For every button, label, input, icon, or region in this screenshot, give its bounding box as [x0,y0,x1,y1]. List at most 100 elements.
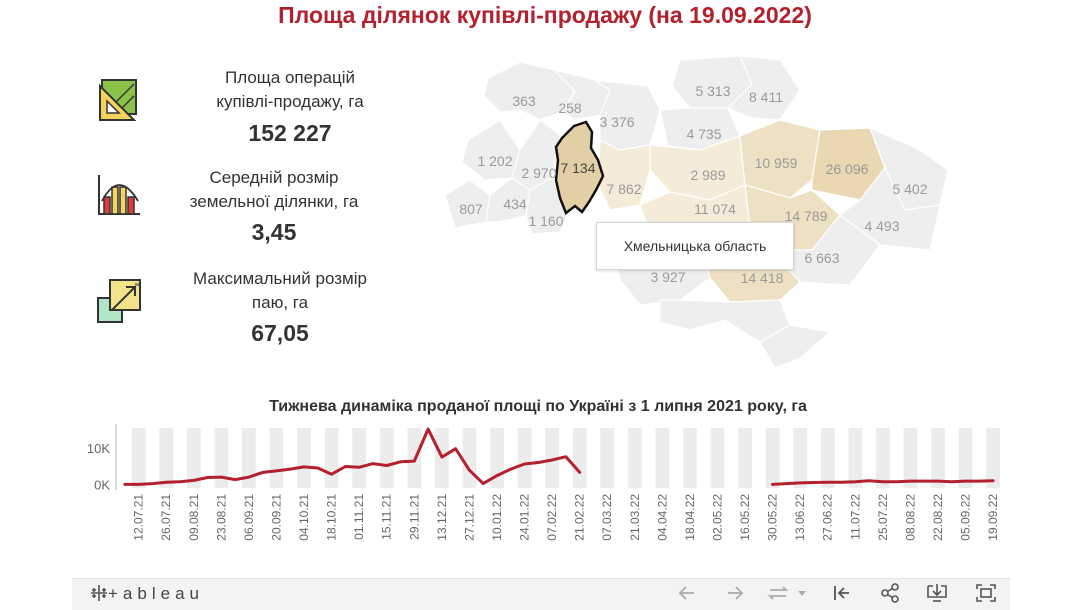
week-band [875,428,890,488]
map-region[interactable] [483,61,576,121]
week-band [379,428,394,488]
week-band [931,428,945,488]
week-band [765,428,780,488]
download-icon [927,584,947,602]
reset-icon [834,586,849,600]
week-band [242,428,256,488]
x-tick-label: 01.11.21 [352,494,366,540]
week-band [545,428,559,488]
week-band [214,428,229,488]
week-band [683,428,697,488]
region-value: 434 [503,196,527,212]
map-region[interactable] [461,119,521,181]
x-tick-label: 07.03.22 [600,494,614,541]
arrow-right-icon [728,586,744,600]
land-area-icon [99,79,137,121]
x-tick-label: 15.11.21 [380,494,394,540]
week-band [848,428,863,488]
reset-button[interactable] [830,583,854,605]
revert-button[interactable] [766,583,808,605]
week-band [600,428,615,488]
map-region[interactable] [597,139,651,211]
week-band [820,428,835,488]
region-value-labels: 363 258 3 376 5 313 8 411 4 735 1 202 2 … [459,83,927,286]
x-tick-label: 12.07.21 [132,494,146,541]
series-line [771,479,995,486]
x-tick-label: 11.07.22 [848,494,862,540]
x-tick-label: 20.09.21 [269,494,283,541]
x-tick-label: 18.10.21 [325,494,339,541]
region-value: 7 134 [560,160,595,176]
week-band [655,428,670,488]
region-value: 14 418 [741,270,784,286]
region-value: 1 202 [477,153,512,169]
region-value: 3 376 [599,114,634,130]
x-tick-label: 21.03.22 [628,494,642,541]
week-band [903,428,918,488]
map-region[interactable] [759,324,832,369]
week-band [462,428,477,488]
stat-label-line2: купівлі-продажу, га [216,92,364,111]
tableau-logo[interactable]: +ableau [90,584,204,604]
y-tick-label: 10K [87,441,110,456]
x-tick-label: 06.09.21 [242,494,256,541]
region-value: 4 493 [864,218,899,234]
fullscreen-button[interactable] [974,583,998,605]
x-tick-label: 16.05.22 [738,494,752,541]
x-tick-label: 25.07.22 [876,494,890,541]
x-tick-label: 13.06.22 [793,494,807,541]
stat-label-line1: Площа операцій [225,68,355,87]
highlighted-region[interactable] [554,120,605,216]
revert-icon [767,586,806,600]
redo-button[interactable] [723,583,747,605]
undo-button[interactable] [675,583,699,605]
x-tick-label: 30.05.22 [766,494,780,541]
x-tick-label: 23.08.21 [214,494,228,541]
tableau-toolbar: +ableau [72,578,1010,610]
week-band [352,428,367,488]
stat-label-line2: земельної ділянки, га [189,192,359,211]
region-value: 10 959 [755,155,798,171]
week-band [269,428,284,488]
x-tick-label: 24.01.22 [518,494,532,541]
tableau-logo-icon [91,585,107,601]
week-band [627,428,642,488]
page-title: Площа ділянок купівлі-продажу (на 19.09.… [278,2,812,28]
x-tick-label: 05.09.22 [959,494,973,541]
weekly-area-chart[interactable]: 10K 0K 12.07.21 26.07.21 09.08.21 23.08.21 06.… [0,420,1090,580]
x-tick-label: 22.08.22 [931,494,945,541]
week-band [297,428,311,488]
region-value: 4 735 [686,126,721,142]
x-tick-label: 08.08.22 [903,494,917,541]
x-tick-label: 04.04.22 [655,494,669,541]
map-region[interactable] [726,55,801,121]
week-band [793,428,808,488]
stat-value: 67,05 [251,320,309,346]
region-tooltip: Хмельницька область [596,222,794,270]
x-tick-label: 27.06.22 [821,494,835,541]
region-value: 363 [512,93,536,109]
week-band [572,428,587,488]
region-value: 807 [459,201,483,217]
y-tick-label: 0K [94,477,110,492]
week-band [986,428,1000,488]
bar-chart-icon [98,175,140,215]
week-band [159,428,174,488]
chart-title: Тижнева динаміка проданої площі по Украї… [269,398,807,415]
download-button[interactable] [925,583,949,605]
region-value: 1 160 [528,213,563,229]
arrow-left-icon [678,586,694,600]
region-value: 2 989 [690,167,725,183]
stat-label-line2: паю, га [251,293,309,312]
region-value: 26 096 [826,161,869,177]
x-tick-label: 09.08.21 [187,494,201,541]
stat-value: 3,45 [251,219,297,245]
share-button[interactable] [878,583,902,605]
x-tick-label: 29.11.21 [407,494,421,540]
x-tick-label: 02.05.22 [710,494,724,541]
stat-value: 152 227 [248,120,332,146]
x-tick-label: 04.10.21 [297,494,311,541]
tableau-logo-text: +ableau [108,584,204,603]
fullscreen-icon [976,584,996,602]
ukraine-map[interactable]: 363 258 3 376 5 313 8 411 4 735 1 202 2 … [440,44,960,384]
